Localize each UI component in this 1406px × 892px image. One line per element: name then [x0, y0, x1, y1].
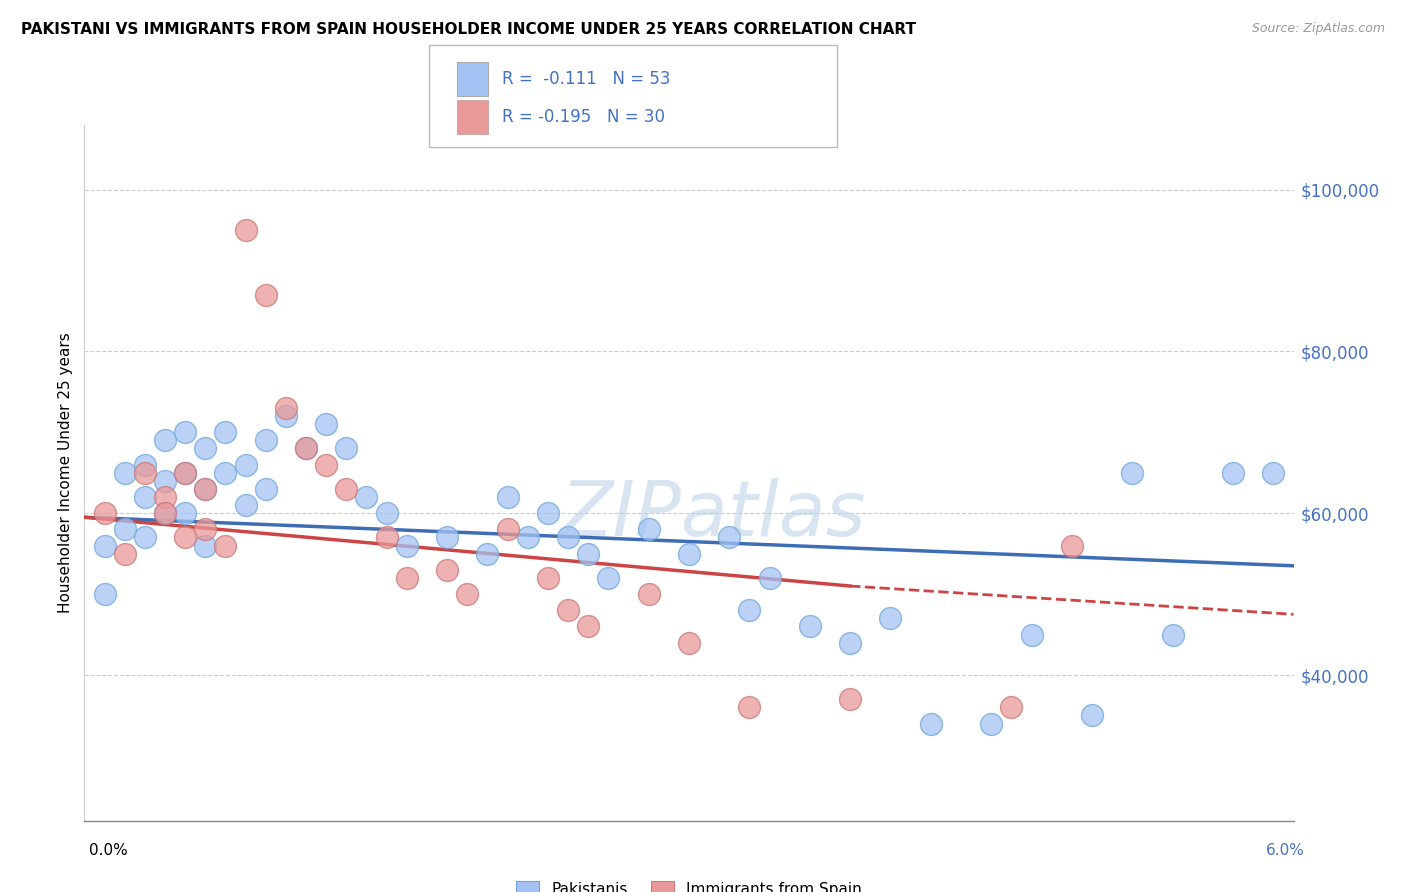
Point — [496, 490, 519, 504]
Point — [576, 619, 599, 633]
Point — [758, 571, 780, 585]
Point — [738, 700, 761, 714]
Point — [839, 635, 862, 649]
Point — [134, 490, 156, 504]
Text: R = -0.195   N = 30: R = -0.195 N = 30 — [502, 108, 665, 126]
Point — [496, 522, 519, 536]
Point — [235, 458, 257, 472]
Point — [477, 547, 499, 561]
Point — [738, 603, 761, 617]
Point — [194, 482, 217, 496]
Point — [254, 434, 277, 448]
Point — [153, 434, 176, 448]
Point — [254, 482, 277, 496]
Point — [1000, 700, 1022, 714]
Point — [174, 506, 197, 520]
Text: ZIPatlas: ZIPatlas — [561, 477, 866, 551]
Point — [254, 287, 277, 301]
Point — [395, 571, 418, 585]
Point — [516, 531, 538, 545]
Point — [93, 506, 115, 520]
Point — [174, 425, 197, 440]
Point — [879, 611, 901, 625]
Y-axis label: Householder Income Under 25 years: Householder Income Under 25 years — [58, 333, 73, 613]
Point — [174, 531, 197, 545]
Point — [214, 466, 236, 480]
Text: Source: ZipAtlas.com: Source: ZipAtlas.com — [1251, 22, 1385, 36]
Point — [598, 571, 620, 585]
Point — [395, 539, 418, 553]
Point — [93, 587, 115, 601]
Point — [920, 716, 942, 731]
Point — [194, 522, 217, 536]
Point — [174, 466, 197, 480]
Point — [1263, 466, 1285, 480]
Point — [93, 539, 115, 553]
Point — [235, 223, 257, 237]
Point — [214, 425, 236, 440]
Point — [375, 506, 398, 520]
Point — [315, 458, 337, 472]
Point — [537, 571, 560, 585]
Point — [576, 547, 599, 561]
Text: PAKISTANI VS IMMIGRANTS FROM SPAIN HOUSEHOLDER INCOME UNDER 25 YEARS CORRELATION: PAKISTANI VS IMMIGRANTS FROM SPAIN HOUSE… — [21, 22, 917, 37]
Point — [114, 522, 136, 536]
Point — [839, 692, 862, 706]
Point — [1121, 466, 1143, 480]
Point — [557, 531, 579, 545]
Point — [375, 531, 398, 545]
Point — [134, 466, 156, 480]
Point — [678, 547, 700, 561]
Text: 0.0%: 0.0% — [89, 843, 128, 858]
Point — [637, 587, 659, 601]
Point — [456, 587, 478, 601]
Point — [678, 635, 700, 649]
Point — [153, 474, 176, 488]
Point — [315, 417, 337, 432]
Point — [335, 482, 357, 496]
Point — [295, 442, 318, 456]
Point — [335, 442, 357, 456]
Point — [194, 482, 217, 496]
Point — [557, 603, 579, 617]
Legend: Pakistanis, Immigrants from Spain: Pakistanis, Immigrants from Spain — [510, 875, 868, 892]
Point — [153, 490, 176, 504]
Point — [637, 522, 659, 536]
Point — [295, 442, 318, 456]
Point — [134, 531, 156, 545]
Point — [214, 539, 236, 553]
Point — [134, 458, 156, 472]
Point — [114, 547, 136, 561]
Point — [114, 466, 136, 480]
Point — [174, 466, 197, 480]
Point — [235, 498, 257, 512]
Point — [153, 506, 176, 520]
Point — [194, 442, 217, 456]
Point — [980, 716, 1002, 731]
Point — [153, 506, 176, 520]
Point — [194, 539, 217, 553]
Point — [1021, 627, 1043, 641]
Point — [1060, 539, 1083, 553]
Point — [436, 563, 458, 577]
Point — [274, 409, 297, 424]
Point — [1222, 466, 1244, 480]
Point — [718, 531, 741, 545]
Point — [356, 490, 378, 504]
Point — [274, 401, 297, 415]
Text: R =  -0.111   N = 53: R = -0.111 N = 53 — [502, 70, 671, 88]
Text: 6.0%: 6.0% — [1265, 843, 1305, 858]
Point — [436, 531, 458, 545]
Point — [799, 619, 821, 633]
Point — [1081, 708, 1104, 723]
Point — [1161, 627, 1184, 641]
Point — [537, 506, 560, 520]
